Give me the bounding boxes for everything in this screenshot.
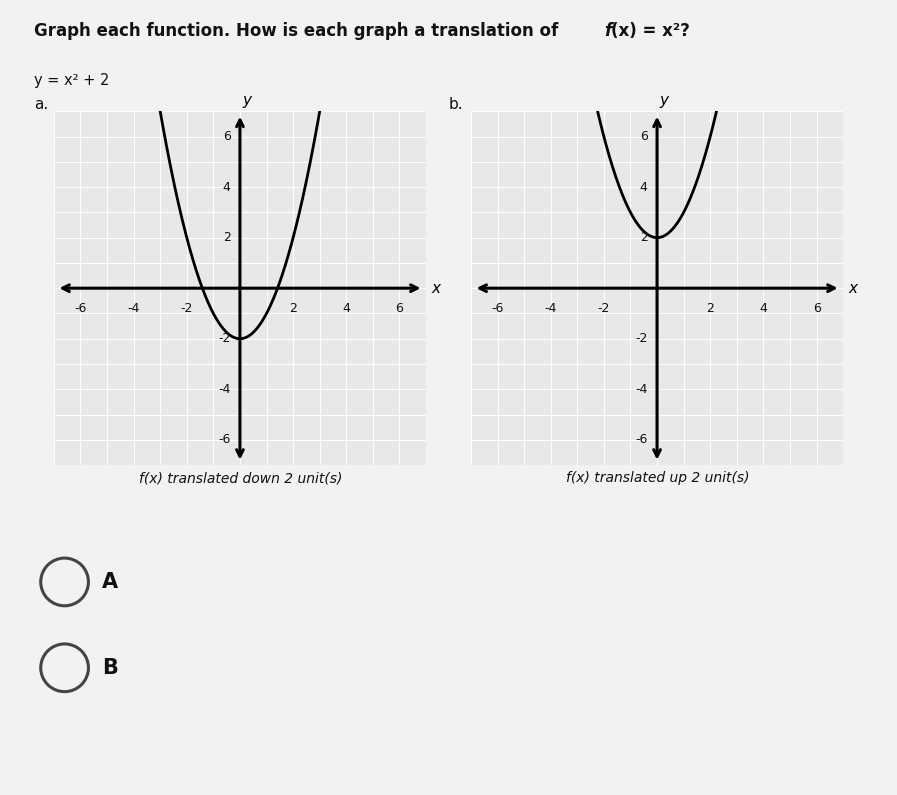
Text: A: A <box>102 572 118 592</box>
Text: 6: 6 <box>813 302 821 315</box>
Text: f: f <box>604 22 611 41</box>
Text: y: y <box>242 92 251 107</box>
Text: 6: 6 <box>396 302 404 315</box>
Text: -2: -2 <box>597 302 610 315</box>
Text: B: B <box>102 657 118 678</box>
Text: b.: b. <box>448 97 463 112</box>
Text: -4: -4 <box>218 382 231 396</box>
Text: -6: -6 <box>218 433 231 446</box>
Text: -4: -4 <box>127 302 140 315</box>
Text: 6: 6 <box>640 130 648 143</box>
Text: -4: -4 <box>544 302 557 315</box>
Text: 4: 4 <box>640 180 648 194</box>
Text: -6: -6 <box>74 302 87 315</box>
Text: 2: 2 <box>706 302 714 315</box>
Text: Graph each function. How is each graph a translation of: Graph each function. How is each graph a… <box>34 22 564 41</box>
Text: y: y <box>659 92 668 107</box>
Text: 2: 2 <box>640 231 648 244</box>
Text: 4: 4 <box>760 302 767 315</box>
Text: -2: -2 <box>180 302 193 315</box>
Text: -2: -2 <box>218 332 231 345</box>
Text: y = x² + 2: y = x² + 2 <box>34 73 109 88</box>
Text: f(x) translated up 2 unit(s): f(x) translated up 2 unit(s) <box>566 471 749 486</box>
Text: 2: 2 <box>222 231 231 244</box>
Text: 4: 4 <box>222 180 231 194</box>
Text: 2: 2 <box>289 302 297 315</box>
Text: a.: a. <box>34 97 48 112</box>
Text: (x) = x²?: (x) = x²? <box>611 22 690 41</box>
Text: x: x <box>431 281 440 296</box>
Text: x: x <box>849 281 858 296</box>
Text: -6: -6 <box>635 433 648 446</box>
Text: -6: -6 <box>492 302 504 315</box>
Text: -2: -2 <box>635 332 648 345</box>
Text: 6: 6 <box>222 130 231 143</box>
Text: 4: 4 <box>343 302 350 315</box>
Text: f(x) translated down 2 unit(s): f(x) translated down 2 unit(s) <box>139 471 342 486</box>
Text: -4: -4 <box>635 382 648 396</box>
